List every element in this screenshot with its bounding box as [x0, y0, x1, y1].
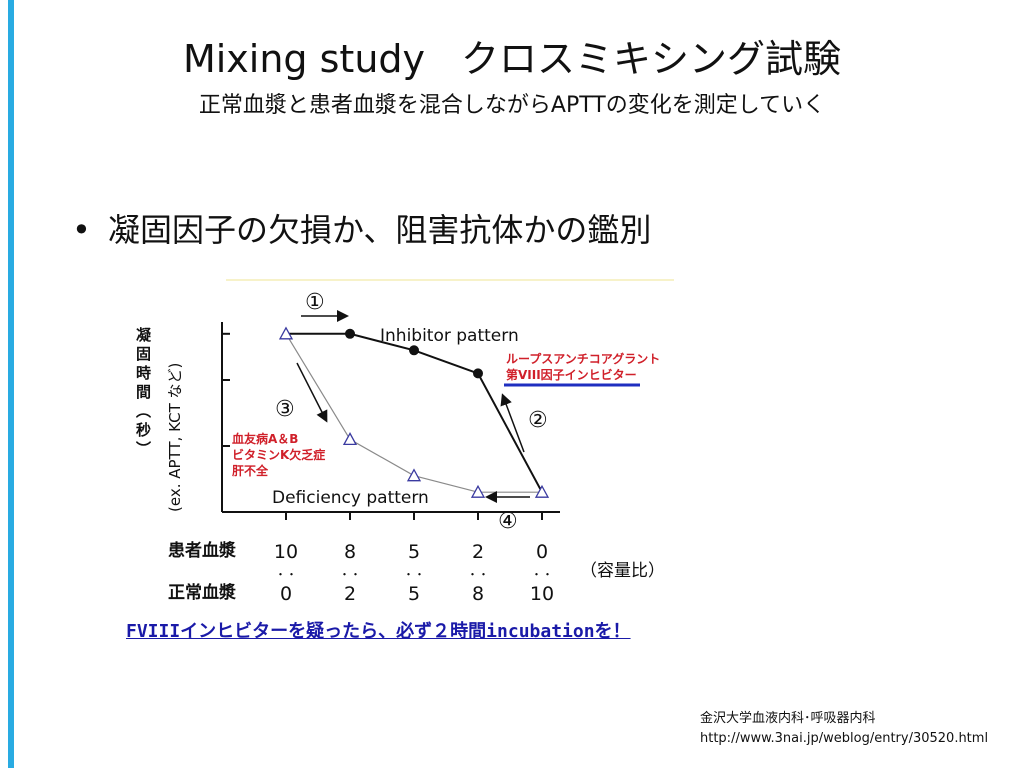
credit-block: 金沢大学血液内科･呼吸器内科 http://www.3nai.jp/weblog…	[700, 709, 988, 749]
bullet-text: 凝固因子の欠損か、阻害抗体かの鑑別	[108, 211, 652, 249]
legend-deficiency-pattern: Deficiency pattern	[272, 488, 429, 508]
legend-inhibitor-pattern: Inhibitor pattern	[380, 326, 519, 346]
deficiency-point	[470, 484, 486, 498]
step-4-label: ④	[498, 509, 518, 534]
credit-url[interactable]: http://www.3nai.jp/weblog/entry/30520.ht…	[700, 731, 989, 746]
patient-ratio-value: 5	[408, 541, 420, 563]
bullet-dot-icon: •	[72, 211, 91, 249]
shared-endpoint-point	[278, 326, 294, 340]
step-2-arrow	[500, 393, 525, 453]
step-3-arrow	[296, 362, 328, 423]
footnote-link[interactable]: FVIIIインヒビターを疑ったら、必ず２時間incubationを！	[126, 621, 631, 642]
step-3-label: ③	[275, 397, 295, 422]
normal-ratio-value: 8	[472, 583, 484, 605]
ratio-separator: ・・	[403, 568, 425, 581]
slide-title: Mixing study クロスミキシング試験	[0, 34, 1024, 84]
slide-subtitle: 正常血漿と患者血漿を混合しながらAPTTの変化を測定していく	[198, 93, 826, 118]
deficiency-point	[406, 468, 422, 482]
y-axis-label-sub: (ex. APTT, KCT など)	[166, 363, 184, 512]
deficiency-note-1: 血友病A＆B	[232, 431, 298, 446]
step-1-label: ①	[305, 290, 325, 315]
title-japanese: クロスミキシング試験	[461, 37, 842, 81]
inhibitor-point	[345, 328, 355, 339]
inhibitor-point	[409, 345, 419, 356]
figure-top-edge	[226, 279, 674, 281]
inhibitor-point	[473, 368, 483, 379]
bullet-point: • 凝固因子の欠損か、阻害抗体かの鑑別	[72, 208, 651, 252]
patient-ratio-value: 8	[344, 541, 356, 563]
patient-ratio-value: 0	[536, 541, 548, 563]
ratio-separator: ・・	[339, 568, 361, 581]
ratio-separator: ・・	[275, 568, 297, 581]
left-accent-bar	[8, 0, 14, 768]
normal-ratio-value: 0	[280, 583, 292, 605]
credit-affiliation: 金沢大学血液内科･呼吸器内科	[700, 711, 876, 726]
normal-ratio-value: 10	[530, 583, 554, 605]
patient-ratio-value: 2	[472, 541, 484, 563]
step-2-label: ②	[528, 408, 548, 433]
normal-ratio-value: 2	[344, 583, 356, 605]
title-english: Mixing study	[182, 37, 426, 81]
ratio-note: （容量比）	[580, 561, 665, 581]
ratio-separator: ・・	[467, 568, 489, 581]
normal-ratio-value: 5	[408, 583, 420, 605]
inhibitor-note-1: ループスアンチコアグラント	[506, 351, 660, 366]
inhibitor-note-2: 第VIII因子インヒビター	[506, 367, 637, 382]
deficiency-note-2: ビタミンK欠乏症	[232, 447, 325, 462]
row-label-patient: 患者血漿	[168, 540, 236, 561]
row-label-normal: 正常血漿	[168, 582, 236, 603]
ratio-separator: ・・	[531, 568, 553, 581]
deficiency-note-3: 肝不全	[232, 463, 269, 478]
deficiency-point	[342, 432, 358, 446]
shared-endpoint-point	[534, 484, 550, 498]
patient-ratio-value: 10	[274, 541, 298, 563]
y-axis-label-main: 凝固時間︵秒︶	[135, 326, 152, 458]
